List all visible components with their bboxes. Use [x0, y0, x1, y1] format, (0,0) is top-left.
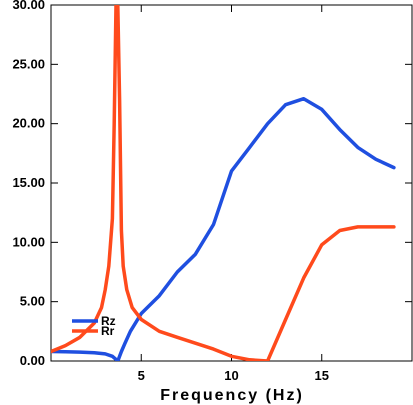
plot-area	[50, 4, 413, 362]
legend-label-rz: Rz	[101, 314, 116, 328]
series-lines	[51, 5, 396, 361]
x-axis-title: Frequency (Hz)	[160, 387, 304, 404]
x-tick-label: 15	[315, 368, 329, 383]
y-tick-label: 15.00	[12, 175, 45, 190]
y-tick-label: 5.00	[20, 294, 45, 309]
x-tick-label: 10	[224, 368, 238, 383]
series-line-rr	[51, 5, 396, 361]
y-tick-label: 25.00	[12, 56, 45, 71]
x-tick-label: 5	[138, 368, 145, 383]
y-tick-label: 10.00	[12, 234, 45, 249]
y-axis-ticks: 0.00 5.00 10.00 15.00 20.00 25.00 30.00	[12, 0, 412, 368]
legend-label-rr: Rr	[101, 324, 115, 338]
y-tick-label: 30.00	[12, 0, 45, 12]
y-tick-label: 20.00	[12, 116, 45, 131]
y-tick-label: 0.00	[20, 353, 45, 368]
series-line-rz	[51, 96, 396, 361]
